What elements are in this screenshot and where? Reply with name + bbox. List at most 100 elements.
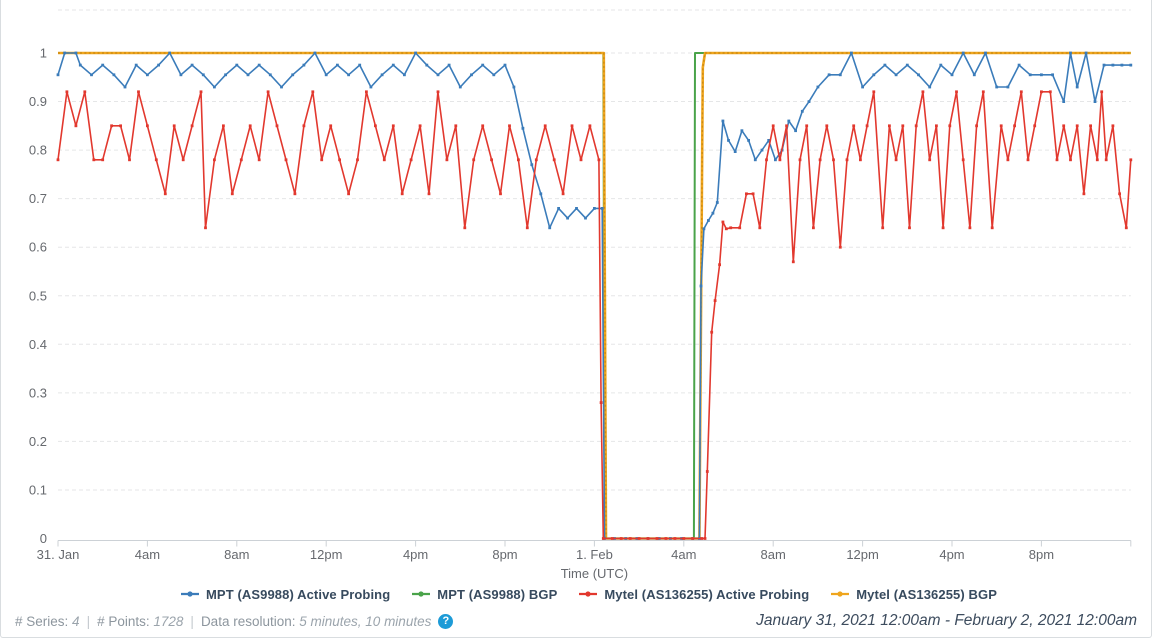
series-marker	[785, 124, 788, 128]
timeseries-chart[interactable]: 31. Jan 4am 8am 12pm 4pm 8pm 1. Feb 4am 8am 12pm 4…	[1, 0, 1158, 582]
series-marker	[1069, 51, 1072, 55]
series-marker	[733, 150, 737, 153]
series-marker	[1017, 63, 1021, 67]
series-marker	[284, 158, 288, 162]
series-marker	[852, 124, 856, 128]
legend-marker-icon	[579, 591, 598, 597]
y-axis-tick-label: 0	[40, 531, 47, 546]
series-marker	[458, 85, 462, 89]
legend-item-4[interactable]: Mytel (AS136255) BGP	[831, 587, 997, 602]
series-marker	[767, 139, 771, 142]
series-marker	[908, 226, 911, 230]
series-marker	[999, 124, 1003, 128]
series-marker	[941, 226, 945, 230]
series-marker	[724, 227, 728, 231]
series-marker	[110, 124, 113, 128]
series-marker	[883, 63, 887, 67]
chart-stats: # Series: 4 | # Points: 1728 | Data reso…	[15, 613, 454, 629]
series-marker	[1040, 90, 1043, 94]
series-marker	[981, 90, 985, 94]
series-marker	[778, 158, 782, 162]
x-axis-tick-label: 4am	[135, 547, 160, 562]
series-marker	[280, 85, 283, 89]
series-marker	[787, 119, 791, 123]
series-marker	[1040, 73, 1043, 77]
series-marker	[268, 73, 272, 77]
series-marker	[119, 124, 122, 128]
series-marker	[56, 73, 60, 77]
y-axis-tick-label: 0.2	[29, 434, 47, 449]
series-marker	[1075, 124, 1079, 128]
legend-item-3[interactable]: Mytel (AS136255) Active Probing	[579, 587, 809, 602]
legend-item-1[interactable]: MPT (AS9988) Active Probing	[181, 587, 390, 602]
series-marker	[905, 63, 909, 67]
series-marker	[512, 85, 516, 89]
legend-label: Mytel (AS136255) Active Probing	[604, 586, 810, 602]
series-marker	[1028, 73, 1032, 77]
series-marker	[552, 158, 556, 162]
series-marker	[1062, 124, 1066, 128]
series-marker	[172, 124, 176, 128]
x-axis-tick-label: 8pm	[1029, 547, 1054, 562]
series-marker	[700, 537, 704, 540]
series-marker	[101, 158, 105, 162]
series-marker	[74, 51, 78, 55]
points-count-label: # Points:	[97, 613, 150, 629]
series-marker	[380, 73, 384, 77]
series-marker	[935, 124, 938, 128]
help-icon[interactable]: ?	[438, 613, 454, 629]
series-marker	[374, 124, 377, 128]
series-marker	[204, 226, 207, 230]
series-marker	[838, 73, 842, 77]
y-axis-tick-label: 0.5	[29, 288, 47, 303]
series-marker	[199, 90, 203, 94]
series-marker	[1084, 51, 1088, 55]
series-marker	[201, 73, 205, 77]
series-marker	[499, 192, 502, 196]
series-marker	[917, 73, 920, 77]
series-marker	[1104, 158, 1108, 162]
legend-item-2[interactable]: MPT (AS9988) BGP	[412, 587, 557, 602]
series-marker	[356, 158, 359, 162]
series-marker	[425, 63, 429, 67]
series-marker	[534, 158, 538, 162]
series-marker	[894, 158, 898, 162]
series-marker	[794, 129, 797, 133]
series-marker	[291, 73, 295, 77]
series-marker	[347, 192, 350, 196]
series-marker	[222, 124, 225, 128]
x-axis-tick-label: 8am	[761, 547, 786, 562]
series-marker	[610, 537, 614, 540]
series-marker	[557, 207, 560, 210]
series-marker	[168, 51, 172, 55]
series-count-label: # Series:	[15, 613, 69, 629]
series-marker	[711, 211, 715, 215]
series-marker	[872, 90, 876, 94]
series-marker	[961, 158, 965, 162]
series-marker	[727, 139, 730, 142]
series-marker	[774, 158, 777, 162]
series-line-dots-4	[58, 52, 1131, 540]
x-axis-tick-label: 12pm	[310, 547, 343, 562]
series-marker	[358, 63, 362, 67]
series-marker	[646, 537, 650, 540]
series-marker	[948, 124, 952, 128]
series-marker	[1082, 192, 1086, 196]
series-marker	[503, 63, 507, 67]
series-marker	[275, 124, 279, 128]
series-marker	[995, 85, 999, 89]
series-marker	[517, 158, 520, 162]
series-marker	[850, 51, 853, 55]
series-marker	[92, 158, 96, 162]
series-marker	[818, 158, 822, 162]
legend-label: Mytel (AS136255) BGP	[856, 586, 997, 602]
series-marker	[713, 299, 717, 302]
series-marker	[128, 158, 131, 162]
x-axis-tick-label: 4am	[671, 547, 696, 562]
series-marker	[593, 207, 596, 210]
series-marker	[1129, 158, 1133, 162]
series-marker	[740, 129, 744, 133]
series-marker	[637, 537, 641, 540]
series-marker	[154, 158, 158, 162]
